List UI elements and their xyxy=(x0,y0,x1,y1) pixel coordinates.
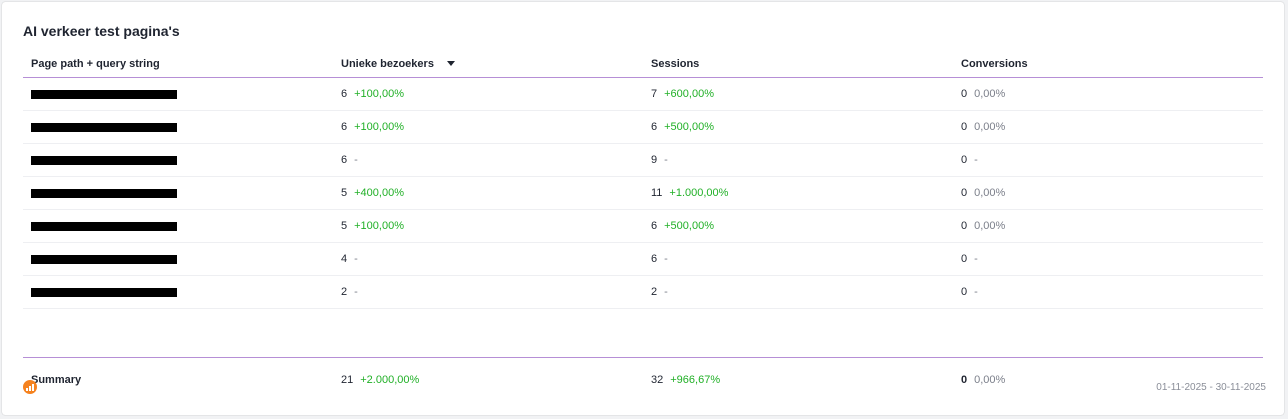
users-change: - xyxy=(354,253,358,265)
table-row: 6 +100,00% 6 +500,00% 0 0,00% xyxy=(23,111,1263,144)
sessions-change: - xyxy=(664,286,668,298)
users-change: - xyxy=(354,154,358,166)
users-change: +100,00% xyxy=(354,88,404,100)
table-row: 2- 2- 0- xyxy=(23,276,1263,309)
summary-users-change: +2.000,00% xyxy=(360,374,420,386)
sessions-change: +500,00% xyxy=(664,121,714,133)
conversions-cell: 0 0,00% xyxy=(961,220,1006,232)
page-path-cell[interactable] xyxy=(31,111,177,143)
unique-visitors-cell: 5 +400,00% xyxy=(341,187,404,199)
page-path-cell[interactable] xyxy=(31,243,177,275)
redacted-page-path xyxy=(31,155,177,165)
column-header-conversions[interactable]: Conversions xyxy=(961,57,1028,70)
redacted-page-path xyxy=(31,254,177,264)
summary-label: Summary xyxy=(31,374,82,386)
column-header-sessions[interactable]: Sessions xyxy=(651,57,700,70)
page-path-cell[interactable] xyxy=(31,144,177,176)
column-header-page-path[interactable]: Page path + query string xyxy=(31,57,160,70)
widget-title: AI verkeer test pagina's xyxy=(23,23,180,39)
conversions-change: 0,00% xyxy=(974,220,1006,232)
sessions-cell: 11 +1.000,00% xyxy=(651,187,729,199)
conversions-change: 0,00% xyxy=(974,88,1006,100)
unique-visitors-cell: 6 +100,00% xyxy=(341,88,404,100)
table-row: 5 +400,00% 11 +1.000,00% 0 0,00% xyxy=(23,177,1263,210)
sessions-change: +600,00% xyxy=(664,88,714,100)
summary-sessions: 32 +966,67% xyxy=(651,374,721,386)
sessions-cell: 2- xyxy=(651,286,668,298)
table-row: 4- 6- 0- xyxy=(23,243,1263,276)
conversions-cell: 0 0,00% xyxy=(961,88,1006,100)
sessions-change: +500,00% xyxy=(664,220,714,232)
caret-down-icon[interactable] xyxy=(446,61,455,66)
redacted-page-path xyxy=(31,221,177,231)
conversions-change: - xyxy=(974,286,978,298)
column-header-unique-visitors[interactable]: Unieke bezoekers xyxy=(341,50,455,77)
sessions-cell: 9- xyxy=(651,154,668,166)
conversions-cell: 0 0,00% xyxy=(961,187,1006,199)
analytics-bar-icon xyxy=(23,380,37,394)
summary-conversions-change: 0,00% xyxy=(974,374,1006,386)
conversions-change: 0,00% xyxy=(974,187,1006,199)
redacted-page-path xyxy=(31,188,177,198)
users-change: - xyxy=(354,286,358,298)
sessions-change: - xyxy=(664,253,668,265)
users-change: +400,00% xyxy=(354,187,404,199)
sessions-cell: 7 +600,00% xyxy=(651,88,714,100)
users-change: +100,00% xyxy=(354,121,404,133)
page-path-cell[interactable] xyxy=(31,210,177,242)
unique-visitors-cell: 5 +100,00% xyxy=(341,220,404,232)
conversions-change: - xyxy=(974,253,978,265)
summary-conversions: 0 0,00% xyxy=(961,374,1006,386)
conversions-change: - xyxy=(974,154,978,166)
conversions-cell: 0- xyxy=(961,286,978,298)
redacted-page-path xyxy=(31,89,177,99)
table-spacer xyxy=(23,309,1263,358)
table-row: 5 +100,00% 6 +500,00% 0 0,00% xyxy=(23,210,1263,243)
conversions-change: 0,00% xyxy=(974,121,1006,133)
table-row: 6 +100,00% 7 +600,00% 0 0,00% xyxy=(23,78,1263,111)
page-path-cell[interactable] xyxy=(31,177,177,209)
date-range: 01-11-2025 - 30-11-2025 xyxy=(1156,382,1266,393)
summary-sessions-change: +966,67% xyxy=(670,374,721,386)
unique-visitors-cell: 6- xyxy=(341,154,358,166)
sessions-change: +1.000,00% xyxy=(669,187,729,199)
users-change: +100,00% xyxy=(354,220,404,232)
sessions-cell: 6 +500,00% xyxy=(651,220,714,232)
unique-visitors-cell: 4- xyxy=(341,253,358,265)
redacted-page-path xyxy=(31,122,177,132)
conversions-cell: 0- xyxy=(961,154,978,166)
sessions-cell: 6- xyxy=(651,253,668,265)
table-row: 6- 9- 0- xyxy=(23,144,1263,177)
sessions-cell: 6 +500,00% xyxy=(651,121,714,133)
page-path-cell[interactable] xyxy=(31,276,177,308)
summary-users: 21 +2.000,00% xyxy=(341,374,420,386)
sessions-change: - xyxy=(664,154,668,166)
redacted-page-path xyxy=(31,287,177,297)
unique-visitors-cell: 6 +100,00% xyxy=(341,121,404,133)
summary-row: Summary 21 +2.000,00% 32 +966,67% 0 0,00% xyxy=(23,358,1263,386)
page-path-cell[interactable] xyxy=(31,78,177,110)
unique-visitors-cell: 2- xyxy=(341,286,358,298)
conversions-cell: 0 0,00% xyxy=(961,121,1006,133)
table-header: Page path + query string Unieke bezoeker… xyxy=(23,50,1263,78)
conversions-cell: 0- xyxy=(961,253,978,265)
data-table: Page path + query string Unieke bezoeker… xyxy=(23,50,1263,386)
